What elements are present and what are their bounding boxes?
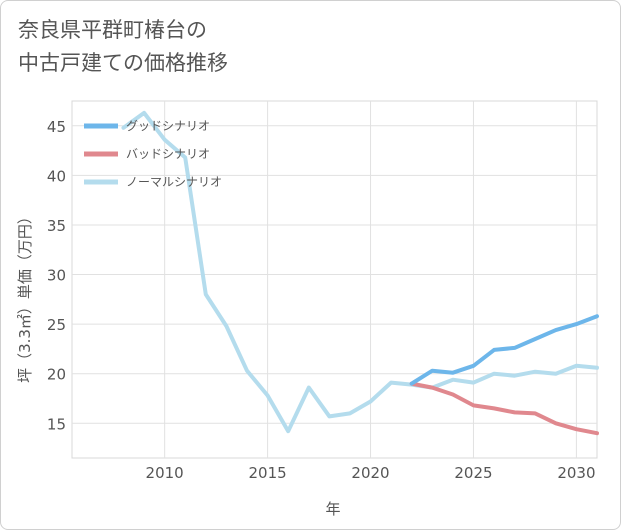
y-tick-label: 20 [47,366,66,384]
x-tick-label: 2030 [557,464,595,482]
chart-title: 奈良県平群町椿台の 中古戸建ての価格推移 [18,14,228,80]
legend-label-good: グッドシナリオ [126,119,210,133]
x-axis-title: 年 [325,500,340,518]
x-tick-label: 2025 [454,464,492,482]
x-tick-label: 2015 [248,464,286,482]
plot-frame [71,100,598,459]
series-line-normal [121,110,599,434]
y-axis-title: 坪（3.3㎡）単価（万円） [16,209,34,383]
legend-label-normal: ノーマルシナリオ [126,175,222,189]
series-line-bad [409,381,599,436]
series-line-good [409,314,599,386]
y-tick-label: 30 [47,267,66,285]
y-tick-label: 25 [47,316,66,334]
chart-title-line-1: 奈良県平群町椿台の [18,18,207,42]
y-tick-label: 40 [47,167,66,185]
y-tick-label: 35 [47,217,66,235]
y-axis-ticks: 15 20 25 30 35 40 45 [47,118,66,433]
legend-label-bad: バッドシナリオ [126,147,210,161]
chart-title-line-2: 中古戸建ての価格推移 [18,51,228,75]
x-axis-ticks: 2010 2015 2020 2025 2030 [146,464,596,482]
y-tick-label: 45 [47,118,66,136]
x-tick-label: 2010 [146,464,184,482]
x-tick-label: 2020 [351,464,389,482]
series-lines [121,110,599,436]
y-tick-label: 15 [47,415,66,433]
